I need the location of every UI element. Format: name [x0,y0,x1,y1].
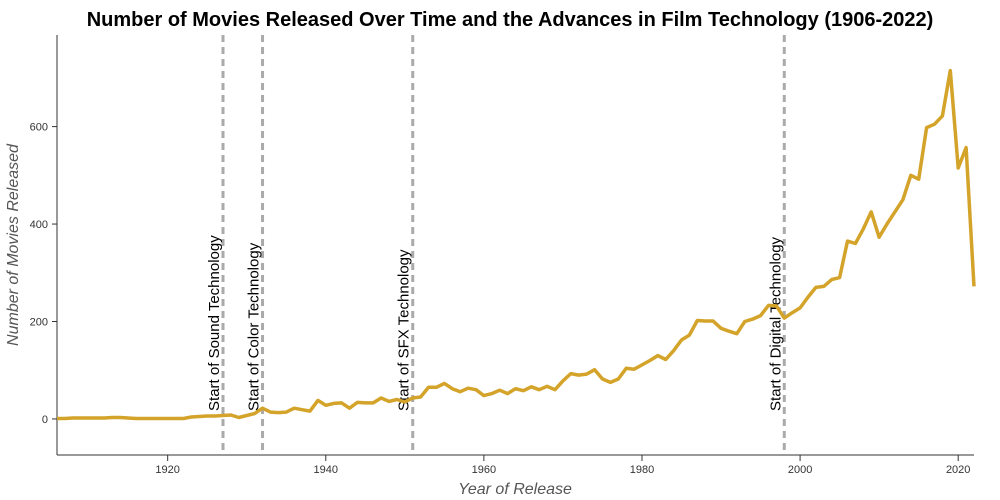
y-axis-title: Number of Movies Released [5,143,22,346]
x-tick-label: 1960 [472,464,496,476]
x-tick-label: 2020 [946,464,970,476]
x-tick-label: 1940 [314,464,338,476]
y-tick-label: 0 [42,414,48,426]
y-tick-label: 200 [30,316,48,328]
annotation-label: Start of Color Technology [246,242,263,411]
x-tick-label: 2000 [788,464,812,476]
y-tick-label: 600 [30,122,48,134]
data-line [57,68,976,421]
y-tick-label: 400 [30,219,48,231]
x-tick-label: 1920 [155,464,179,476]
x-tick-label: 1980 [630,464,654,476]
annotation-label: Start of Digital Technology [767,236,784,410]
chart-title: Number of Movies Released Over Time and … [87,9,934,31]
x-axis-title: Year of Release [458,481,572,498]
annotation-label: Start of SFX Technology [396,249,413,411]
annotation-label: Start of Sound Technology [206,235,223,411]
